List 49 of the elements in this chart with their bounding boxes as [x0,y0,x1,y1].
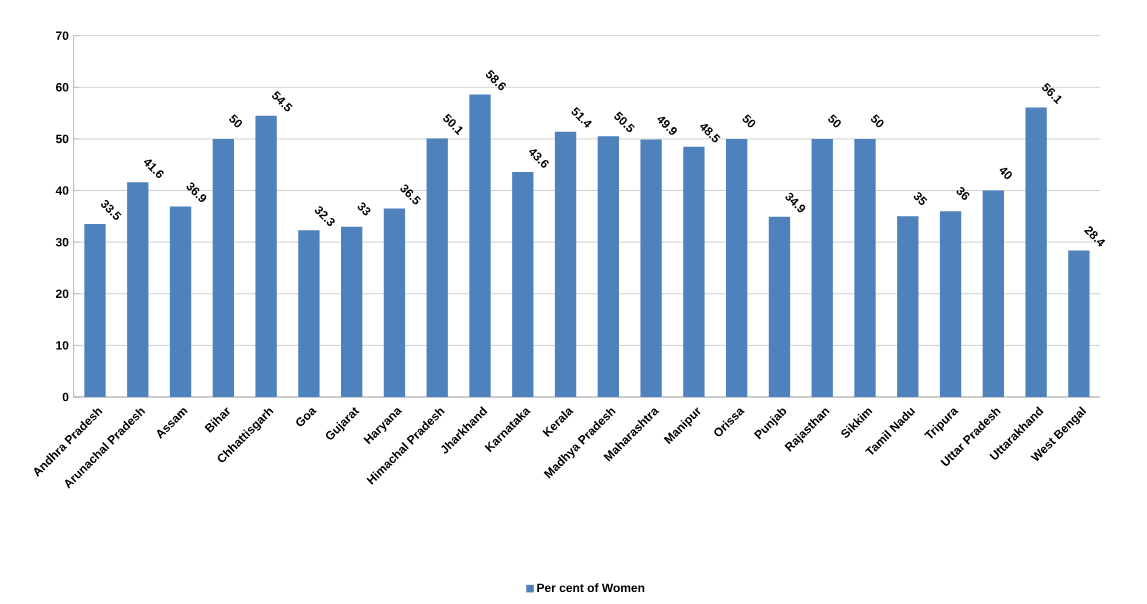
y-tick-label: 50 [55,134,69,144]
y-tick-label: 0 [62,392,69,402]
data-label: 32.3 [314,206,335,227]
bar [1025,107,1047,397]
data-label: 33.5 [100,199,122,220]
bar [726,138,748,397]
x-tick-label: Goa [296,408,317,427]
bar [212,138,234,397]
data-label: 43.6 [528,149,549,168]
data-label: 50 [871,114,884,128]
bar [469,94,491,397]
bar [597,136,619,397]
y-tick-label: 30 [55,237,69,247]
bar [811,138,833,397]
bar [982,190,1005,397]
data-label: 50 [828,114,841,128]
bar [255,115,277,397]
data-label: 40 [999,167,1012,179]
data-label: 50 [229,114,242,128]
bar [298,230,320,397]
y-tick-label: 60 [55,83,69,92]
data-label: 35 [913,192,928,205]
bar [683,146,705,397]
bar [897,216,919,397]
y-tick-label: 20 [55,289,69,299]
y-tick-label: 70 [56,31,69,40]
bar [341,226,363,397]
data-label: 36 [956,187,970,200]
bar [640,139,662,397]
data-label: 33 [357,202,371,216]
data-label: 41.6 [143,159,164,178]
legend-label: Per cent of Women [537,583,645,593]
bar [426,138,448,397]
bar [854,138,876,397]
bar [939,211,962,397]
data-label: 49.9 [657,116,677,135]
bar [1068,250,1090,397]
y-tick-label: 10 [56,341,69,350]
bar [768,216,791,397]
bar [84,224,106,397]
y-tick-label: 40 [55,186,69,195]
bar [554,131,577,397]
data-label: 36.9 [186,182,207,202]
data-label: 48.5 [700,123,721,143]
bar [169,206,192,397]
bar [383,208,406,397]
data-label: 50 [742,114,756,128]
bar [127,182,149,397]
bar [512,171,534,397]
